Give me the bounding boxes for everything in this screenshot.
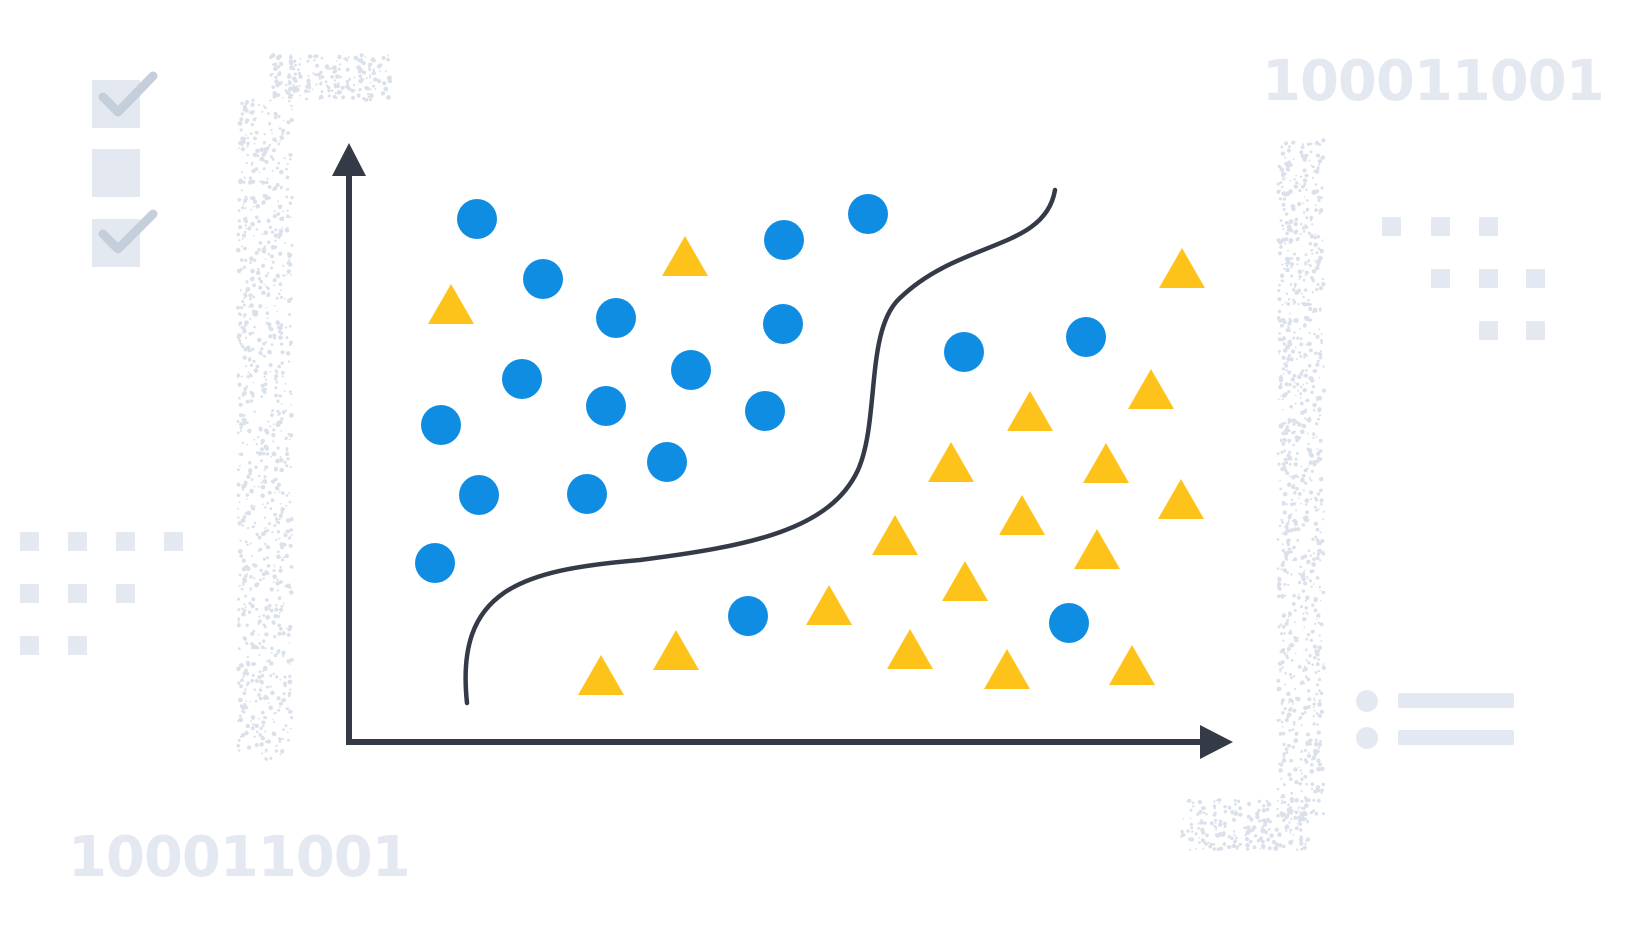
dot-grid-right [1382, 217, 1545, 340]
chart-axes [332, 143, 1233, 759]
arrow-up-icon [332, 143, 366, 176]
circle-point [415, 543, 455, 583]
circle-point [459, 475, 499, 515]
triangle-point [428, 284, 474, 324]
triangle-point [1158, 479, 1204, 519]
circle-point [764, 220, 804, 260]
decision-boundary-curve [463, 187, 1058, 706]
dot-grid-left [20, 532, 183, 655]
triangle-point [1074, 529, 1120, 569]
triangle-point [1159, 248, 1205, 288]
triangle-point [999, 495, 1045, 535]
triangle-point [1083, 443, 1129, 483]
triangle-point [942, 561, 988, 601]
triangle-point [1128, 369, 1174, 409]
circle-point [586, 386, 626, 426]
circle-point [421, 405, 461, 445]
binary-text-top: 100011001 [1262, 49, 1605, 114]
circle-point [647, 442, 687, 482]
circle-point [502, 359, 542, 399]
triangle-point [578, 655, 624, 695]
circle-point [596, 298, 636, 338]
triangle-point [806, 585, 852, 625]
circle-point [745, 391, 785, 431]
circle-point [567, 474, 607, 514]
triangle-point [928, 442, 974, 482]
triangle-point [887, 629, 933, 669]
triangle-point [984, 649, 1030, 689]
arrow-right-icon [1200, 725, 1233, 759]
circle-point [763, 304, 803, 344]
speckle-frame [235, 53, 1327, 852]
checklist-icon [92, 71, 158, 267]
binary-text-bottom: 100011001 [68, 825, 411, 890]
data-points [415, 194, 1205, 695]
circle-point [944, 332, 984, 372]
circle-point [1049, 603, 1089, 643]
triangle-point [872, 515, 918, 555]
triangle-point [662, 236, 708, 276]
circle-point [1066, 317, 1106, 357]
list-icon [1356, 690, 1514, 749]
circle-point [728, 596, 768, 636]
circle-point [523, 259, 563, 299]
circle-point [457, 199, 497, 239]
triangle-point [653, 630, 699, 670]
triangle-point [1007, 391, 1053, 431]
circle-point [671, 350, 711, 390]
circle-point [848, 194, 888, 234]
triangle-point [1109, 645, 1155, 685]
